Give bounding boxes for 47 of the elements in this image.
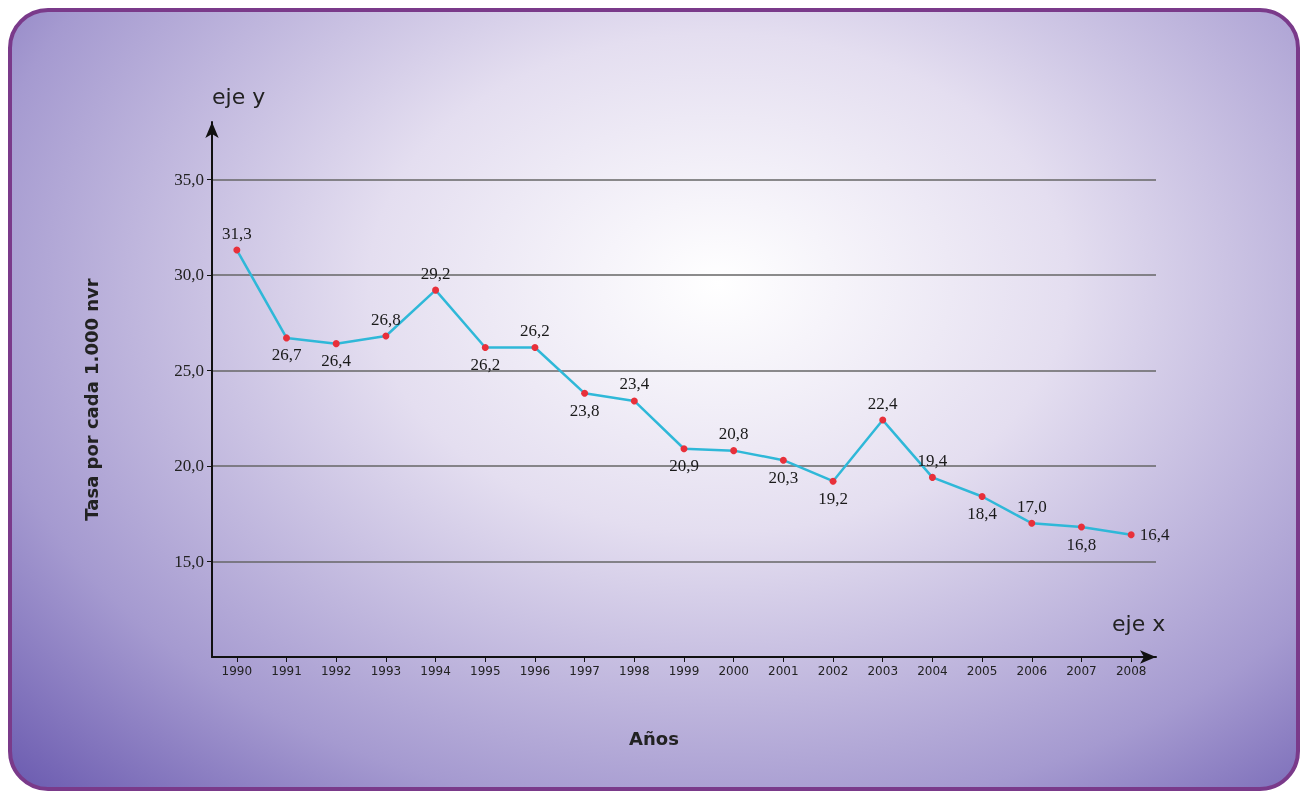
annotation: eje x xyxy=(1112,610,1166,636)
x-tick-label: 1997 xyxy=(569,664,600,678)
data-label: 17,0 xyxy=(1016,496,1047,516)
data-label: 20,3 xyxy=(768,467,799,487)
x-tick-label: 1998 xyxy=(619,664,650,678)
x-tick-label: 2008 xyxy=(1115,664,1147,678)
data-label: 26,7 xyxy=(271,345,302,365)
x-tick-label: 2000 xyxy=(718,664,749,678)
x-tick-label: 1993 xyxy=(370,664,402,678)
x-axis-title: Años xyxy=(629,727,679,749)
data-label: 20,9 xyxy=(669,456,699,476)
x-tick-label: 1992 xyxy=(320,664,352,678)
y-tick-label: 20,0 xyxy=(174,456,204,476)
x-tick-label: 1994 xyxy=(420,664,451,678)
text: eje y xyxy=(212,83,266,109)
y-tick-label: 35,0 xyxy=(174,169,204,189)
data-label: 26,8 xyxy=(371,309,401,329)
x-tick-label: 2001 xyxy=(768,664,799,678)
y-tick-label: 15,0 xyxy=(174,551,204,571)
x-tick-label: 1990 xyxy=(221,664,253,678)
y-axis-title: Tasa por cada 1.000 nvr xyxy=(80,278,102,521)
x-tick-label: 1995 xyxy=(469,664,501,678)
data-label: 29,2 xyxy=(420,263,451,283)
data-label: 19,4 xyxy=(917,450,948,470)
x-tick-label: 2004 xyxy=(917,664,948,678)
data-label: 16,8 xyxy=(1066,534,1097,554)
data-label: 23,4 xyxy=(619,374,650,394)
data-label: 26,2 xyxy=(520,320,550,340)
data-label: 31,3 xyxy=(221,223,252,243)
y-tick-label: 30,0 xyxy=(174,265,204,285)
data-label: 16,4 xyxy=(1139,525,1170,545)
x-tick-label: 1999 xyxy=(668,664,700,678)
x-tick-label: 1996 xyxy=(519,664,551,678)
y-tick-label: 25,0 xyxy=(174,360,204,380)
x-tick-label: 2007 xyxy=(1066,664,1097,678)
data-label: 23,8 xyxy=(569,400,600,420)
x-tick-label: 2003 xyxy=(867,664,899,678)
data-label: 26,2 xyxy=(470,354,501,374)
x-tick-label: 1991 xyxy=(271,664,302,678)
x-tick-label: 2005 xyxy=(966,664,998,678)
data-label: 22,4 xyxy=(867,393,899,413)
data-label: 20,8 xyxy=(718,424,749,444)
x-tick-label: 2006 xyxy=(1016,664,1048,678)
data-label: 26,4 xyxy=(321,351,352,371)
data-label: 19,2 xyxy=(818,488,848,508)
data-label: 18,4 xyxy=(967,504,998,523)
x-tick-label: 2002 xyxy=(817,664,849,678)
